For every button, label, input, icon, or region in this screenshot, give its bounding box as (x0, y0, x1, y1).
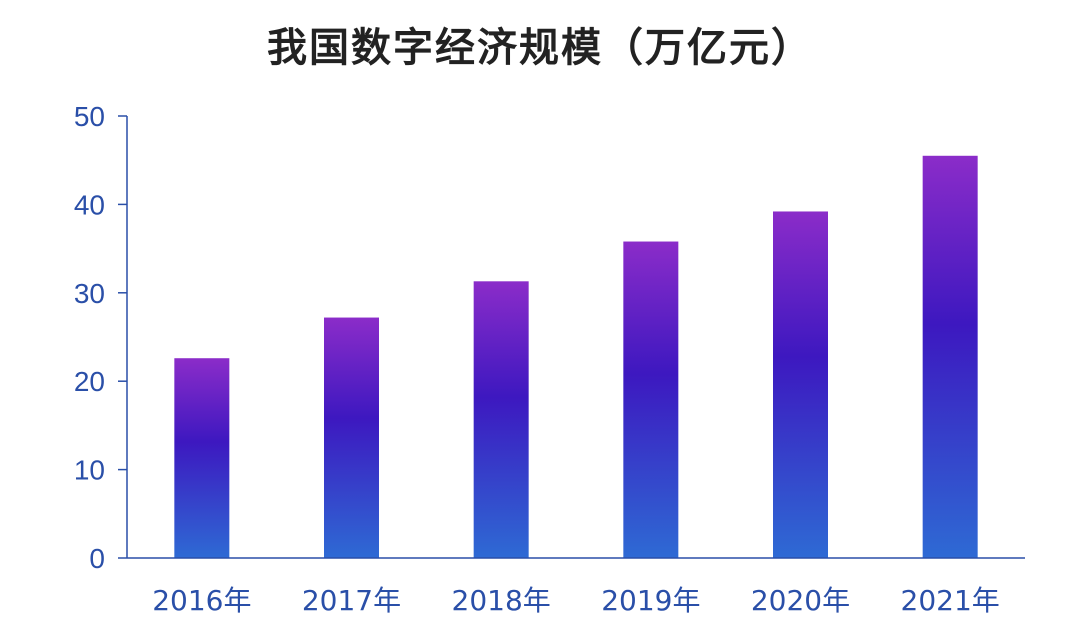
x-tick-label: 2017年 (302, 584, 401, 617)
chart-title: 我国数字经济规模（万亿元） (267, 25, 813, 71)
y-tick-label: 50 (74, 101, 105, 132)
x-tick-label: 2019年 (601, 584, 700, 617)
bar-2019年 (623, 241, 679, 558)
y-axis: 0 10 20 30 40 50 (74, 101, 128, 574)
bar-2018年 (473, 281, 529, 558)
bar-2020年 (773, 211, 828, 559)
y-tick-label: 10 (74, 455, 105, 486)
x-tick-label: 2016年 (152, 584, 251, 617)
bars (174, 155, 978, 559)
bar-2017年 (324, 317, 379, 558)
bar-2016年 (174, 358, 230, 558)
x-axis: 2016年 2017年 2018年 2019年 2020年 2021年 (127, 557, 1025, 617)
y-tick-label: 30 (74, 278, 105, 309)
x-tick-label: 2018年 (452, 584, 551, 617)
x-tick-label: 2020年 (751, 584, 850, 617)
y-tick-label: 20 (74, 366, 105, 397)
y-tick-label: 0 (89, 543, 105, 574)
bar-2021年 (922, 155, 978, 558)
y-tick-label: 40 (74, 189, 105, 220)
x-tick-label: 2021年 (901, 584, 1000, 617)
